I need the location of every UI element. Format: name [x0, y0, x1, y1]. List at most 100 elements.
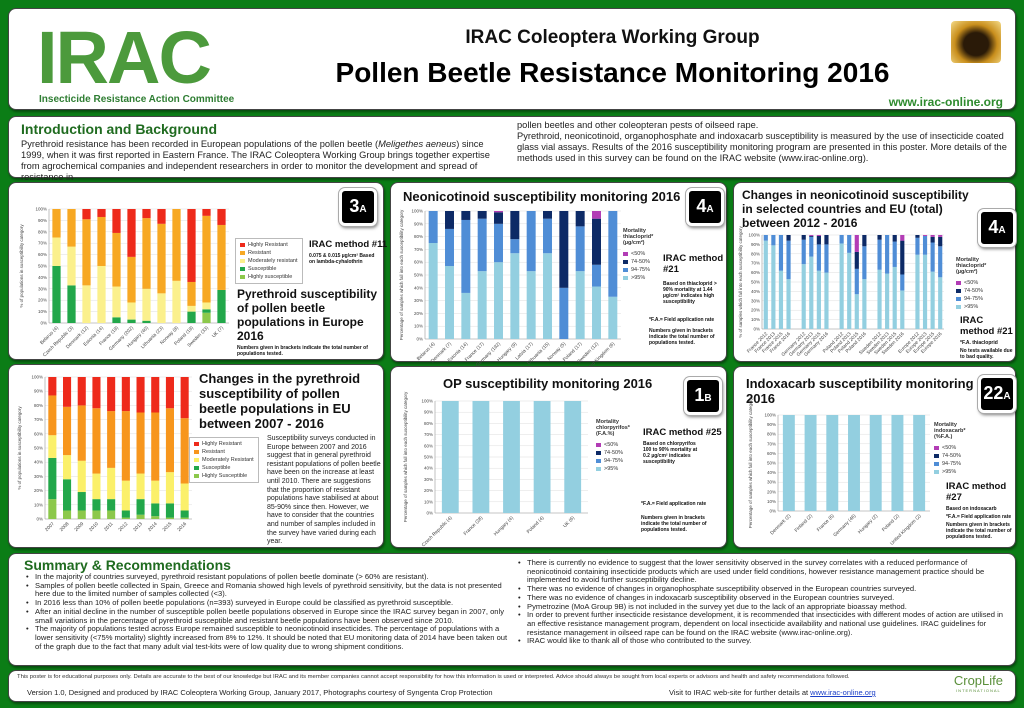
x-tick-label: 2014 [147, 521, 159, 533]
y-tick-label: 20% [751, 308, 760, 313]
panel-title: Pyrethroid susceptibility of pollen beet… [237, 287, 378, 343]
method-label: IRAC method #21 [663, 253, 724, 275]
bar-segment [862, 235, 867, 247]
legend-item: <50% [596, 441, 636, 449]
y-tick-label: 70% [34, 417, 43, 422]
legend-swatch [240, 242, 245, 247]
summary-item: There was no evidence of changes in indo… [517, 593, 1009, 603]
panel-title: Changes in neonicotinoid susceptibility … [742, 188, 969, 230]
bar-segment [526, 271, 536, 339]
y-tick-label: 20% [34, 488, 43, 493]
bar-segment [157, 209, 166, 224]
bar-segment [892, 266, 897, 329]
bar-segment [63, 510, 72, 519]
bar-segment [202, 312, 211, 323]
bar-segment [848, 415, 860, 511]
legend-swatch [596, 450, 601, 455]
y-tick-label: 100% [35, 207, 47, 212]
footer: This poster is for educational purposes … [8, 670, 1016, 702]
legend-swatch [623, 275, 628, 280]
bar-segment [778, 235, 784, 271]
legend-swatch [623, 267, 628, 272]
y-tick-label: 0% [416, 337, 423, 342]
intro-text-4: Pyrethroid, neonicotinoid, organophospha… [517, 131, 1007, 163]
y-tick-label: 100% [411, 209, 423, 214]
bar-segment [816, 270, 821, 329]
moa-badge: 4A [978, 209, 1016, 247]
bar-segment [136, 514, 145, 519]
chart-legend: Mortality thiacloprid* (µg/cm²) <50% 74-50… [956, 257, 996, 311]
bar-segment [121, 480, 130, 511]
bar-segment [151, 503, 160, 517]
x-tick-label: Hungary (4) [493, 515, 515, 537]
bar-segment [782, 415, 795, 511]
bar-segment [187, 209, 196, 282]
bar-segment [112, 209, 121, 233]
panel-title: Indoxacarb susceptibility monitoring 201… [746, 376, 974, 406]
bar-segment [121, 517, 130, 519]
legend-item: 94-75% [934, 460, 974, 468]
x-tick-label: France (28) [463, 515, 485, 537]
bar-segment [900, 290, 905, 329]
legend-label: 74-50% [964, 288, 983, 294]
legend-label: >95% [604, 466, 619, 472]
panel-title: OP susceptibility monitoring 2016 [443, 376, 653, 391]
legend-swatch [596, 466, 601, 471]
panel-pyrethroid-2016: % of populations in susceptibility categ… [8, 182, 387, 360]
bar-segment [915, 235, 920, 238]
bar-segment [48, 499, 57, 519]
y-tick-label: 50% [34, 446, 43, 451]
bar-segment [127, 256, 136, 303]
bar-segment [533, 401, 551, 513]
bar-segment [771, 235, 776, 246]
bar-segment [801, 239, 806, 265]
bar-segment [778, 270, 784, 329]
panel-title: Changes in the pyrethroid susceptibility… [199, 371, 361, 431]
bar-segment [854, 235, 859, 252]
y-tick-label: 90% [414, 221, 423, 226]
y-tick-label: 10% [424, 499, 433, 504]
bar-segment [142, 320, 151, 323]
summary-item: In 2016 less than 10% of pollen beetle p… [25, 598, 511, 608]
y-tick-label: 70% [414, 247, 423, 252]
x-tick-label: 2012 [117, 521, 129, 533]
moa-badge: 1B [684, 377, 722, 415]
x-tick-label: 2016 [176, 521, 188, 533]
header-url[interactable]: www.irac-online.org [888, 95, 1003, 109]
legend-item: >95% [623, 274, 661, 282]
y-tick-label: 30% [34, 474, 43, 479]
legend-label: 94-75% [942, 461, 961, 467]
bar-segment [900, 240, 905, 275]
intro-section: Introduction and Background Pyrethroid r… [8, 116, 1016, 182]
legend-swatch [934, 445, 939, 450]
bar-segment [48, 435, 57, 458]
method-label: IRAC method #25 [643, 427, 722, 438]
bar-segment [48, 457, 57, 500]
panel-note: Numbers given in brackets indicate the t… [946, 522, 1012, 540]
legend-item: Moderately Resistant [194, 456, 254, 464]
bar-segment [157, 293, 166, 323]
bar-segment [592, 218, 601, 265]
bar-segment [930, 271, 935, 329]
bar-segment [127, 302, 136, 320]
summary-item: There was no evidence of changes in orga… [517, 584, 1009, 594]
y-tick-label: 60% [34, 431, 43, 436]
bar-segment [97, 209, 106, 217]
bar-segment [922, 235, 928, 255]
chart-legend: Mortality indoxacarb* (%F.A.) <50% 74-50% 9… [934, 422, 974, 476]
bar-segment [52, 266, 61, 323]
bar-segment [510, 239, 520, 254]
y-tick-label: 40% [751, 289, 760, 294]
bar-segment [592, 264, 601, 287]
y-tick-label: 20% [767, 489, 776, 494]
bar-segment [136, 412, 145, 474]
panel-indoxacarb-2016: Indoxacarb susceptibility monitoring 201… [733, 366, 1016, 548]
irac-website-link[interactable]: www.irac-online.org [810, 688, 876, 697]
y-tick-label: 10% [767, 499, 776, 504]
bar-segment [494, 211, 503, 213]
legend-item: 74-50% [934, 452, 974, 460]
x-tick-label: 2007 [44, 521, 56, 533]
y-tick-label: 80% [34, 403, 43, 408]
bar-segment [608, 211, 618, 297]
y-tick-label: 50% [424, 455, 433, 460]
